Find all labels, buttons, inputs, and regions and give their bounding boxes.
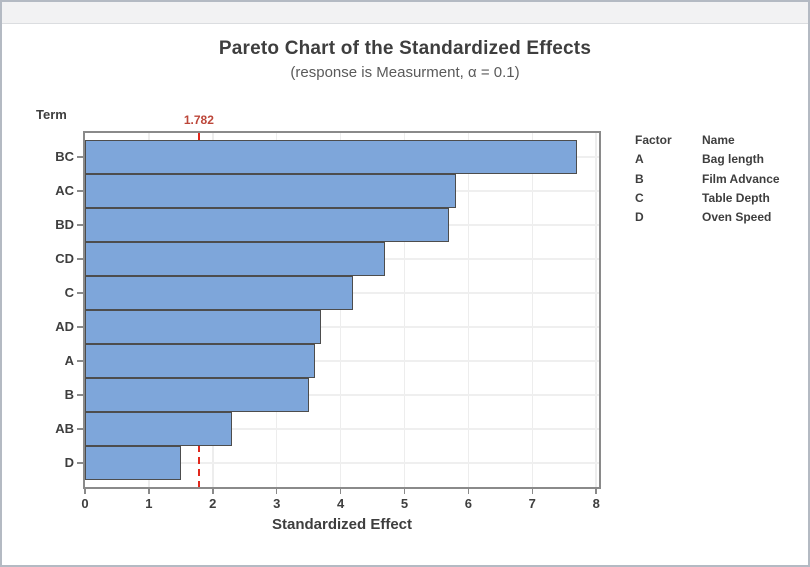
bar-b <box>85 378 309 412</box>
y-tick <box>77 258 83 260</box>
gridline-horizontal <box>85 394 599 396</box>
x-tick <box>148 489 150 494</box>
y-category-label: B <box>64 387 74 402</box>
bar-a <box>85 344 316 378</box>
x-tick-label: 5 <box>400 496 409 511</box>
bar-d <box>85 446 181 480</box>
legend-factor-code: C <box>635 190 644 205</box>
x-tick-label: 7 <box>528 496 536 511</box>
legend-factor-code: A <box>635 152 644 167</box>
y-category-label: CD <box>55 251 74 266</box>
x-tick <box>212 489 214 494</box>
y-category-label: C <box>64 285 74 300</box>
plot-area: 1.782 BC AC BD CD C AD A B AB D 0 1 2 3 4 5 6 7 8 <box>55 113 601 511</box>
bar-ab <box>85 412 232 446</box>
legend-header-factor: Factor <box>635 133 672 147</box>
y-tick <box>77 428 83 430</box>
gridline-vertical <box>531 133 534 487</box>
bar-ad <box>85 310 322 344</box>
x-tick <box>467 489 470 494</box>
legend-factor-code: B <box>635 171 644 186</box>
x-tick-label: 8 <box>592 496 600 511</box>
legend-factor-name: Oven Speed <box>702 210 772 225</box>
y-tick <box>77 360 83 362</box>
legend-factor-name: Film Advance <box>702 171 780 186</box>
y-category-label: D <box>64 455 74 470</box>
x-tick <box>403 489 406 494</box>
bar-bd <box>85 208 450 242</box>
window-header-strip <box>2 2 808 24</box>
y-tick <box>77 462 83 464</box>
y-category-label: BC <box>55 149 74 164</box>
gridline-vertical <box>467 133 470 487</box>
x-tick-label: 3 <box>273 496 281 511</box>
gridline-horizontal <box>85 326 599 328</box>
bar-cd <box>85 242 386 276</box>
gridline-vertical <box>403 133 406 487</box>
x-tick-label: 4 <box>336 496 345 511</box>
gridline-horizontal <box>85 462 599 464</box>
y-category-label: BD <box>55 217 74 232</box>
y-category-label: A <box>64 353 74 368</box>
legend-header-name: Name <box>702 133 735 147</box>
legend-factor-name: Table Depth <box>702 190 770 205</box>
y-tick <box>77 156 83 158</box>
y-tick <box>77 394 83 396</box>
y-category-label: AB <box>55 421 74 436</box>
x-tick <box>339 489 342 494</box>
x-tick-label: 1 <box>145 496 153 511</box>
legend-factor-name: Bag length <box>702 152 764 167</box>
factor-legend: Factor Name A Bag length B Film Advance C Tab… <box>635 131 780 227</box>
x-tick-label: 6 <box>464 496 473 511</box>
y-tick <box>77 190 83 192</box>
gridline-horizontal <box>85 428 599 430</box>
gridline-horizontal <box>85 360 599 362</box>
bar-bc <box>85 140 578 174</box>
x-tick <box>275 489 278 494</box>
x-tick-label: 0 <box>81 496 89 511</box>
y-axis-title: Term <box>36 107 67 122</box>
x-tick <box>531 489 534 494</box>
gridline-vertical <box>595 133 597 487</box>
gridline-vertical <box>339 133 342 487</box>
y-tick <box>77 224 83 226</box>
x-tick <box>595 489 597 494</box>
legend-row-a: A Bag length <box>635 150 780 169</box>
y-category-label: AD <box>55 319 74 334</box>
legend-rows: A Bag length B Film Advance C Table Depth D Ove… <box>635 150 780 227</box>
reference-line-label: 1.782 <box>183 113 214 127</box>
legend-factor-code: D <box>635 210 644 225</box>
chart-title: Pareto Chart of the Standardized Effects <box>218 38 592 59</box>
y-tick <box>77 292 83 294</box>
x-tick <box>84 489 86 494</box>
y-category-label: AC <box>55 183 74 198</box>
legend-header-row: Factor Name <box>635 131 780 150</box>
chart-subtitle: (response is Measurment, α = 0.1) <box>290 64 520 81</box>
x-axis-title: Standardized Effect <box>271 516 413 533</box>
bar-ac <box>85 174 456 208</box>
legend-row-d: D Oven Speed <box>635 208 780 227</box>
bar-c <box>85 276 354 310</box>
legend-row-c: C Table Depth <box>635 189 780 208</box>
x-tick-label: 2 <box>209 496 217 511</box>
y-tick <box>77 326 83 328</box>
legend-row-b: B Film Advance <box>635 170 780 189</box>
